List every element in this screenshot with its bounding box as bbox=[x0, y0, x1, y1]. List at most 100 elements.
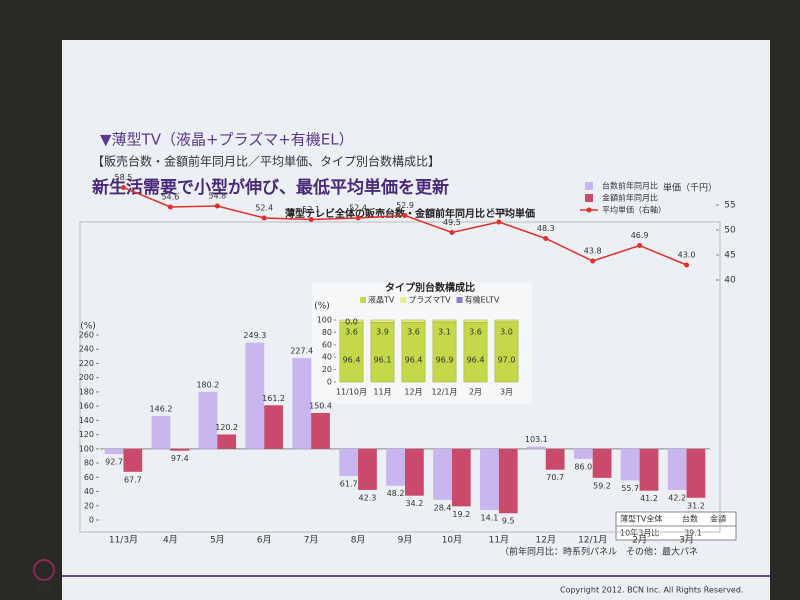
plot-frame bbox=[79, 221, 721, 533]
inset-title: タイプ別台数構成比 bbox=[385, 281, 475, 294]
x-tick-label: 2月 bbox=[632, 535, 647, 546]
y2-axis-label: 単価（千円） bbox=[663, 182, 717, 194]
legend-swatch bbox=[456, 297, 463, 303]
y-axis-label: (%) bbox=[80, 322, 96, 332]
value-label: 42.3 bbox=[359, 493, 377, 502]
bar bbox=[639, 448, 659, 491]
y-tick-label: 60 bbox=[322, 340, 332, 349]
value-label: 59.2 bbox=[593, 481, 611, 490]
y-tick-label: 40 bbox=[84, 487, 94, 496]
table-cell: 台数 bbox=[682, 514, 698, 524]
value-label: 96.1 bbox=[374, 356, 392, 365]
x-tick-label: 10月 bbox=[442, 535, 462, 546]
bar-segment bbox=[494, 319, 519, 323]
value-label: 3.1 bbox=[438, 328, 451, 337]
value-label: 34.2 bbox=[405, 499, 423, 508]
x-tick-label: 12月 bbox=[404, 388, 422, 397]
y-tick-label: 100 bbox=[317, 316, 332, 325]
bar-segment bbox=[463, 319, 488, 323]
y-tick-label: 180 bbox=[79, 387, 94, 396]
value-label: 61.7 bbox=[340, 480, 358, 489]
value-label: 52.4 bbox=[349, 204, 367, 213]
y2-tick-label: 40 bbox=[724, 276, 736, 286]
value-label: 92.7 bbox=[105, 458, 123, 467]
value-label: 180.2 bbox=[196, 380, 219, 389]
value-label: 3.6 bbox=[407, 328, 420, 337]
value-label: 42.2 bbox=[668, 493, 686, 502]
logo-mark bbox=[33, 559, 55, 581]
x-tick-label: 3月 bbox=[679, 535, 694, 546]
table-cell: 39.1 bbox=[684, 529, 702, 538]
x-tick-label: 6月 bbox=[257, 535, 272, 546]
value-label: 96.4 bbox=[405, 356, 423, 365]
y-tick-label: 60 bbox=[84, 473, 94, 482]
bar bbox=[386, 448, 405, 486]
value-label: 52.9 bbox=[396, 201, 414, 210]
bar bbox=[292, 358, 312, 449]
bar bbox=[686, 448, 706, 498]
y-tick-label: 20 bbox=[84, 501, 94, 510]
point bbox=[355, 215, 361, 221]
subheading: 【販売台数・金額前年同月比／平均単価、タイプ別台数構成比】 bbox=[92, 154, 440, 169]
value-label: 96.9 bbox=[436, 355, 454, 364]
x-tick-label: 9月 bbox=[398, 535, 413, 546]
value-label: 96.4 bbox=[343, 356, 361, 365]
bar bbox=[573, 448, 593, 459]
legend-swatch bbox=[585, 194, 593, 202]
x-tick-label: 12/1月 bbox=[432, 388, 458, 397]
y-tick-label: 0 bbox=[327, 378, 332, 387]
y-tick-label: 160 bbox=[79, 402, 94, 411]
bar bbox=[498, 448, 518, 514]
y-tick-label: 0 bbox=[89, 516, 94, 525]
y2-tick-label: 45 bbox=[724, 251, 735, 261]
x-tick-label: 12/1月 bbox=[578, 535, 607, 546]
legend-swatch bbox=[586, 207, 592, 213]
bar bbox=[311, 412, 330, 449]
value-label: 150.4 bbox=[309, 401, 332, 410]
y-tick-label: 140 bbox=[79, 416, 94, 425]
bar-segment bbox=[370, 319, 395, 323]
bar bbox=[480, 448, 499, 510]
value-label: 97.0 bbox=[498, 355, 516, 364]
point bbox=[449, 230, 455, 235]
value-label: 49.5 bbox=[443, 218, 461, 227]
bar bbox=[339, 448, 359, 477]
value-label: 55.7 bbox=[621, 484, 639, 493]
bar bbox=[433, 448, 452, 500]
y-tick-label: 200 bbox=[79, 373, 94, 382]
value-label: 0.0 bbox=[345, 318, 358, 327]
value-label: 46.9 bbox=[631, 231, 649, 240]
table-cell: 薄型TV全体 bbox=[620, 514, 662, 524]
legend-label: 有機ELTV bbox=[465, 295, 500, 305]
bar bbox=[245, 342, 265, 449]
value-label: 43.8 bbox=[584, 247, 602, 256]
x-tick-label: 11月 bbox=[489, 535, 509, 546]
point bbox=[308, 217, 314, 222]
value-label: 3.9 bbox=[376, 328, 389, 337]
x-tick-label: 8月 bbox=[351, 535, 366, 546]
legend-label: 金額前年同月比 bbox=[602, 193, 658, 203]
point bbox=[261, 215, 267, 221]
bar bbox=[198, 391, 218, 449]
y2-tick-label: 55 bbox=[724, 201, 735, 211]
y2-tick-label: 50 bbox=[724, 226, 736, 236]
x-tick-label: 12月 bbox=[536, 535, 556, 546]
point bbox=[402, 213, 408, 218]
value-label: 51.6 bbox=[490, 208, 508, 217]
x-tick-label: 11/3月 bbox=[109, 535, 138, 546]
x-tick-label: 5月 bbox=[210, 535, 225, 546]
y-tick-label: 120 bbox=[79, 430, 94, 439]
value-label: 227.4 bbox=[290, 347, 313, 356]
legend-label: 平均単価（右軸） bbox=[602, 205, 666, 215]
bar bbox=[405, 448, 424, 496]
value-label: 28.4 bbox=[434, 503, 452, 512]
y-tick-label: 20 bbox=[322, 365, 332, 374]
x-tick-label: 4月 bbox=[163, 535, 178, 546]
point bbox=[637, 243, 643, 248]
inset-y-axis-label: (%) bbox=[314, 302, 330, 312]
value-label: 58.5 bbox=[115, 173, 133, 182]
value-label: 41.2 bbox=[640, 494, 658, 503]
value-label: 9.5 bbox=[502, 517, 515, 526]
bar bbox=[667, 448, 687, 490]
value-label: 86.0 bbox=[574, 462, 592, 471]
